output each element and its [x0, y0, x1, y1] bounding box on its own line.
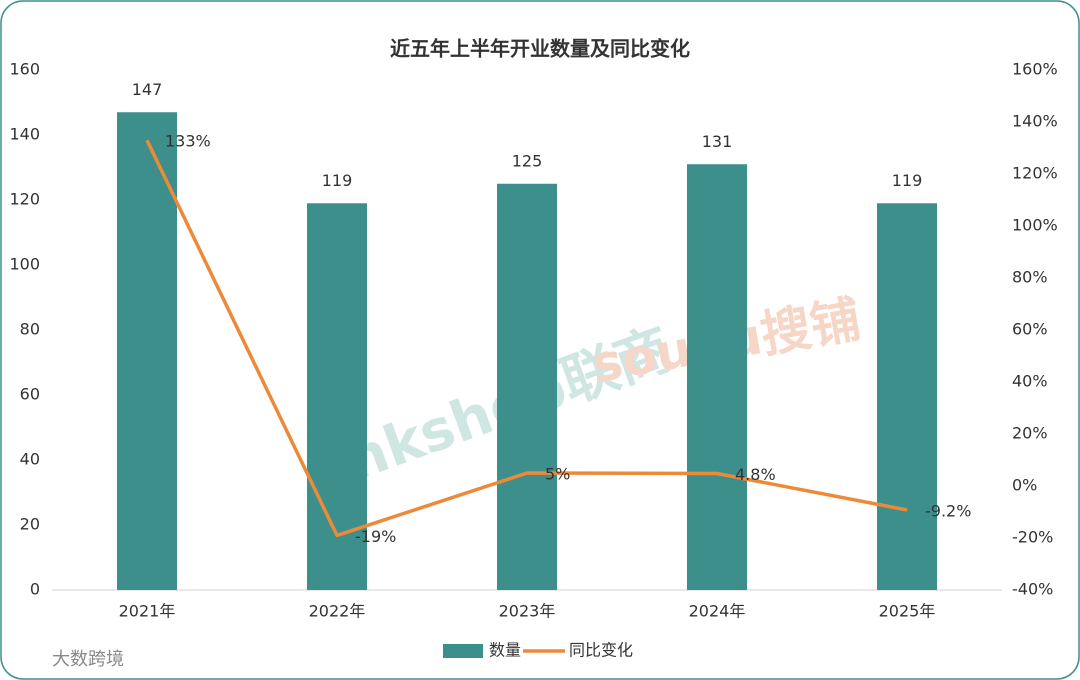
y-tick-label: 20 — [20, 515, 40, 534]
y2-tick-label: 40% — [1012, 372, 1048, 391]
y2-tick-label: -20% — [1012, 528, 1053, 547]
bar — [117, 112, 177, 590]
data-label: 125 — [512, 151, 543, 170]
y-tick-label: 80 — [20, 320, 40, 339]
data-label: 131 — [702, 132, 733, 151]
y2-tick-label: 160% — [1012, 60, 1058, 79]
y-tick-label: 120 — [9, 190, 40, 209]
legend-label: 同比变化 — [569, 641, 633, 660]
line — [145, 139, 908, 538]
x-tick-label: 2021年 — [119, 602, 176, 621]
data-label: 5% — [545, 465, 570, 484]
x-tick-label: 2025年 — [879, 602, 936, 621]
data-label: 147 — [132, 80, 163, 99]
y2-tick-label: 20% — [1012, 424, 1048, 443]
y-tick-label: 60 — [20, 385, 40, 404]
y2-tick-label: 120% — [1012, 164, 1058, 183]
y-tick-label: 140 — [9, 125, 40, 144]
data-label: 4.8% — [735, 465, 776, 484]
x-tick-label: 2024年 — [689, 602, 746, 621]
data-label: -9.2% — [925, 501, 971, 520]
data-label: 119 — [322, 171, 353, 190]
legend-label: 数量 — [489, 641, 521, 660]
watermark: 大数跨境 — [52, 649, 124, 670]
y2-tick-label: 0% — [1012, 476, 1037, 495]
y2-tick-label: 100% — [1012, 216, 1058, 235]
legend-swatch — [443, 644, 483, 658]
y2-tick-label: 80% — [1012, 268, 1048, 287]
data-label: 133% — [165, 132, 211, 151]
bar — [687, 164, 747, 590]
y-tick-label: 40 — [20, 450, 40, 469]
y2-tick-label: -40% — [1012, 580, 1053, 599]
y-tick-label: 100 — [9, 255, 40, 274]
y-tick-label: 160 — [9, 60, 40, 79]
bar — [497, 183, 557, 590]
y2-tick-label: 60% — [1012, 320, 1048, 339]
bar — [307, 203, 367, 590]
y-tick-label: 0 — [30, 580, 40, 599]
data-label: 119 — [892, 171, 923, 190]
x-tick-label: 2023年 — [499, 602, 556, 621]
data-label: -19% — [355, 527, 396, 546]
bar — [877, 203, 937, 590]
x-tick-label: 2022年 — [309, 602, 366, 621]
chart-title: 近五年上半年开业数量及同比变化 — [390, 37, 690, 61]
y2-tick-label: 140% — [1012, 112, 1058, 131]
